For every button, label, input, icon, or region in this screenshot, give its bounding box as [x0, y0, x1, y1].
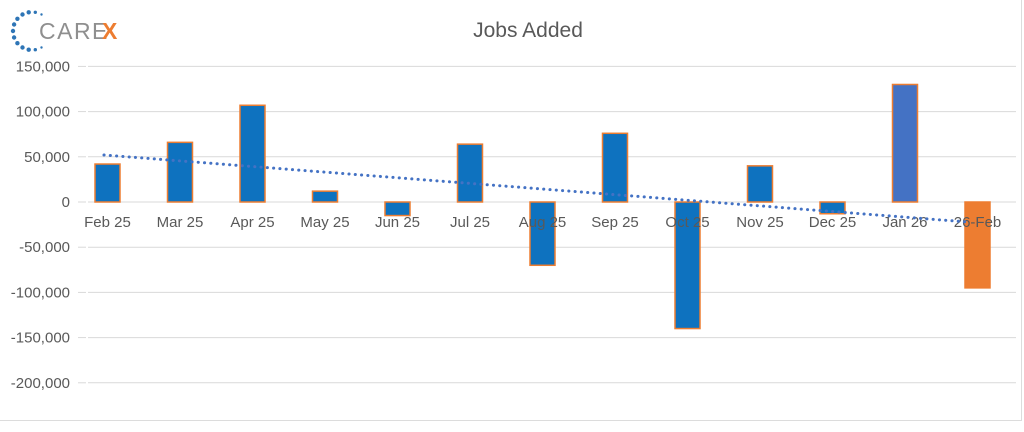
logo-dot	[40, 46, 43, 49]
bar-26-feb	[964, 201, 991, 289]
logo-dot	[11, 22, 17, 27]
x-axis-label: Nov 25	[736, 214, 784, 231]
y-axis-label: 0	[62, 194, 70, 211]
x-axis-label: Sep 25	[591, 214, 639, 231]
bar-dec-25	[819, 201, 846, 215]
bar-nov-25	[746, 165, 774, 203]
logo-dot	[33, 10, 37, 14]
logo-dotted-circle-icon: CARE X	[10, 10, 118, 52]
x-axis-label: Jan 26	[882, 214, 927, 231]
logo-dot	[26, 47, 31, 52]
x-axis-label: Apr 25	[230, 214, 274, 231]
bar-aug-25	[529, 201, 556, 267]
y-axis-label: -100,000	[11, 284, 70, 301]
y-axis-label: 50,000	[24, 149, 70, 166]
bar-feb-25	[94, 163, 121, 203]
carex-logo: CARE X	[6, 4, 146, 54]
logo-dot	[11, 35, 17, 40]
logo-dot	[20, 12, 25, 17]
x-axis-label: Jun 25	[375, 214, 420, 231]
bar-sep-25	[601, 132, 629, 203]
x-axis-label: 26-Feb	[954, 214, 1002, 231]
bar-jul-25	[456, 143, 484, 203]
logo-dot	[40, 13, 43, 16]
y-axis-label: -50,000	[19, 239, 70, 256]
bar-oct-25	[674, 201, 701, 330]
y-axis-label: -150,000	[11, 330, 70, 347]
x-axis-label: Oct 25	[665, 214, 709, 231]
x-axis-label: Aug 25	[519, 214, 567, 231]
y-axis-label: -200,000	[11, 375, 70, 392]
logo-dot	[26, 10, 31, 15]
x-axis-label: May 25	[300, 214, 349, 231]
logo-dot	[15, 41, 20, 46]
x-axis-label: Mar 25	[157, 214, 204, 231]
chart-title: Jobs Added	[473, 19, 583, 42]
y-axis-label: 100,000	[16, 104, 70, 121]
chart-frame: CARE X Jobs Added 150,000 100,000 50,000 0 -…	[0, 0, 1022, 421]
bar-apr-25	[239, 104, 266, 203]
logo-dot	[20, 45, 25, 50]
x-axis-label: Dec 25	[809, 214, 857, 231]
x-axis-label: Jul 25	[450, 214, 490, 231]
bar-jan-26	[891, 83, 919, 203]
logo-dot	[15, 16, 20, 21]
logo-dot	[33, 48, 37, 52]
bar-mar-25	[166, 141, 194, 203]
bar-may-25	[311, 190, 339, 203]
logo-text-x: X	[102, 18, 118, 44]
logo-dot	[10, 28, 16, 34]
bar-jun-25	[384, 201, 411, 217]
x-axis-label: Feb 25	[84, 214, 131, 231]
logo-text-care: CARE	[39, 18, 109, 44]
trendline	[102, 153, 968, 224]
y-axis-label: 150,000	[16, 58, 70, 75]
